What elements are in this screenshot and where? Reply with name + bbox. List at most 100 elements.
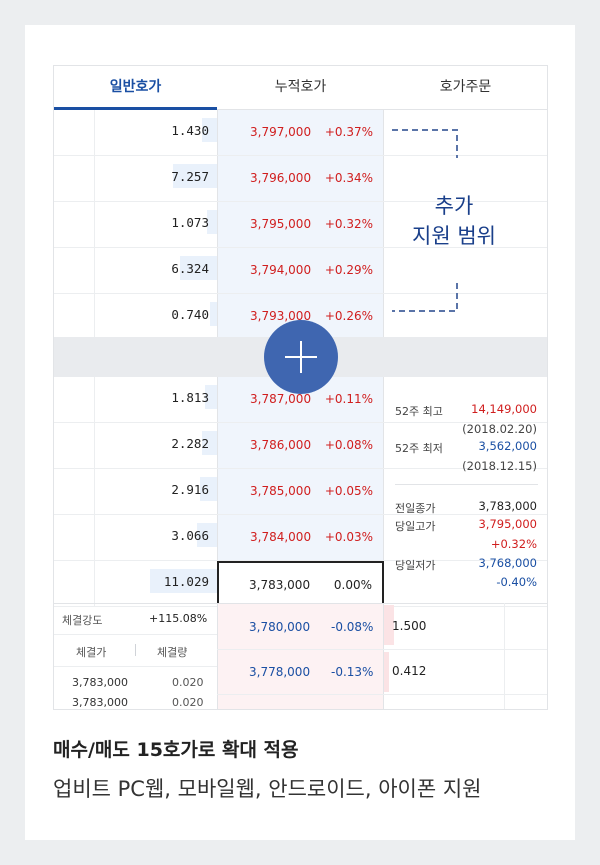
tab-general-orderbook[interactable]: 일반호가 <box>54 66 217 110</box>
empty-cell <box>54 156 95 201</box>
change-rate: +0.29% <box>324 263 373 277</box>
ask-row[interactable]: 1.073 3,795,000 +0.32% <box>54 202 547 248</box>
orderbook-tabs: 일반호가 누적호가 호가주문 <box>54 66 547 110</box>
quantity-bar <box>202 431 217 455</box>
lower-bid-rate: -0.08% <box>331 620 374 634</box>
price: 3,785,000 <box>250 484 312 498</box>
high52-label: 52주 최고 <box>395 405 443 418</box>
price: 3,793,000 <box>250 309 312 323</box>
low52-value: 3,562,000 <box>478 439 537 453</box>
prev-close-value: 3,783,000 <box>478 499 537 513</box>
price-cell[interactable]: 3,784,000 +0.03% <box>217 515 384 560</box>
empty-cell <box>54 515 95 560</box>
quantity: 1.073 <box>171 215 209 230</box>
quantity: 2.282 <box>171 436 209 451</box>
expand-plus-button[interactable] <box>264 320 338 394</box>
trade-qty-header: 체결량 <box>157 646 188 659</box>
empty-cell <box>54 469 95 514</box>
quantity: 7.257 <box>171 169 209 184</box>
bid-row[interactable]: 11.029 3,783,000 0.00% <box>54 561 547 607</box>
change-rate: +0.11% <box>324 392 373 406</box>
support-range-note: 추가 지원 범위 <box>404 191 504 251</box>
price: 3,794,000 <box>250 263 312 277</box>
quantity: 11.029 <box>163 574 209 589</box>
ask-row[interactable]: 1.430 3,797,000 +0.37% <box>54 110 547 156</box>
price-cell[interactable]: 3,795,000 +0.32% <box>217 202 384 247</box>
ask-row[interactable]: 7.257 3,796,000 +0.34% <box>54 156 547 202</box>
change-rate: 0.00% <box>333 578 372 592</box>
lower-col-divider <box>504 603 505 709</box>
note-line1: 추가 <box>434 194 474 218</box>
price-cell[interactable]: 3,796,000 +0.34% <box>217 156 384 201</box>
high52-date: (2018.02.20) <box>462 422 537 436</box>
price: 3,787,000 <box>250 392 312 406</box>
quantity: 2.916 <box>171 482 209 497</box>
tab-orderbook-order[interactable]: 호가주문 <box>439 79 492 95</box>
quantity-bar <box>210 302 217 326</box>
quantity-bar <box>202 118 217 142</box>
empty-cell <box>54 110 95 155</box>
quantity-cell: 7.257 <box>95 156 217 201</box>
quantity-cell: 11.029 <box>95 561 217 606</box>
ask-row[interactable]: 0.740 3,793,000 +0.26% <box>54 294 547 340</box>
trade-row-price: 3,783,000 <box>72 696 128 709</box>
strength-label: 체결강도 <box>62 614 103 627</box>
lower-divider <box>54 603 547 604</box>
note-line2: 지원 범위 <box>412 224 496 248</box>
trade-row-price: 3,783,000 <box>72 676 128 689</box>
price: 3,795,000 <box>250 217 312 231</box>
change-rate: +0.03% <box>324 530 373 544</box>
info-divider <box>395 484 538 485</box>
day-high-value: 3,795,000 <box>478 517 537 531</box>
trade-row-qty: 0.020 <box>172 676 204 689</box>
current-price-cell[interactable]: 3,783,000 0.00% <box>217 561 384 607</box>
quantity-bar <box>150 569 217 593</box>
change-rate: +0.32% <box>324 217 373 231</box>
orderbook-panel: 일반호가 누적호가 호가주문 1.430 3,797,000 +0.37% 7.257… <box>53 65 548 710</box>
lower-bid-bar <box>384 605 394 645</box>
lower-bid-rate: -0.13% <box>331 665 374 679</box>
quantity: 3.066 <box>171 528 209 543</box>
quantity-bar <box>205 385 217 409</box>
quantity-bar <box>207 210 217 234</box>
price: 3,784,000 <box>250 530 312 544</box>
trade-header-divider <box>54 666 217 667</box>
low52-date: (2018.12.15) <box>462 459 537 473</box>
empty-cell <box>54 202 95 247</box>
lower-bid-qty: 1.500 <box>392 619 427 633</box>
lower-bid-price[interactable]: 3,778,000 <box>249 665 311 679</box>
bid-row[interactable]: 2.916 3,785,000 +0.05% <box>54 469 547 515</box>
quantity: 1.813 <box>171 390 209 405</box>
price-cell[interactable]: 3,786,000 +0.08% <box>217 423 384 468</box>
quantity-cell: 0.740 <box>95 294 217 339</box>
empty-cell <box>54 294 95 339</box>
caption-subtitle: 업비트 PC웹, 모바일웹, 안드로이드, 아이폰 지원 <box>53 777 482 801</box>
quantity-cell: 2.916 <box>95 469 217 514</box>
quantity: 1.430 <box>171 123 209 138</box>
quantity-cell: 1.813 <box>95 377 217 422</box>
strength-value: +115.08% <box>149 612 208 625</box>
price-cell[interactable]: 3,797,000 +0.37% <box>217 110 384 155</box>
change-rate: +0.26% <box>324 309 373 323</box>
change-rate: +0.34% <box>324 171 373 185</box>
price: 3,786,000 <box>250 438 312 452</box>
price-cell[interactable]: 3,794,000 +0.29% <box>217 248 384 293</box>
trade-row-qty: 0.020 <box>172 696 204 709</box>
lower-bid-price[interactable]: 3,780,000 <box>249 620 311 634</box>
change-rate: +0.08% <box>324 438 373 452</box>
ask-row[interactable]: 6.324 3,794,000 +0.29% <box>54 248 547 294</box>
price: 3,797,000 <box>250 125 312 139</box>
high52-value: 14,149,000 <box>471 402 537 416</box>
quantity-cell: 6.324 <box>95 248 217 293</box>
bid-row[interactable]: 2.282 3,786,000 +0.08% <box>54 423 547 469</box>
empty-cell <box>54 248 95 293</box>
price-cell[interactable]: 3,785,000 +0.05% <box>217 469 384 514</box>
quantity-bar <box>173 164 217 188</box>
bid-row[interactable]: 3.066 3,784,000 +0.03% <box>54 515 547 561</box>
caption-title: 매수/매도 15호가로 확대 적용 <box>53 739 299 761</box>
quantity: 0.740 <box>171 307 209 322</box>
price: 3,796,000 <box>250 171 312 185</box>
tab-cumulative-orderbook[interactable]: 누적호가 <box>274 79 327 95</box>
lower-bid-qty: 0.412 <box>392 664 427 678</box>
trade-price-header: 체결가 <box>76 646 107 659</box>
